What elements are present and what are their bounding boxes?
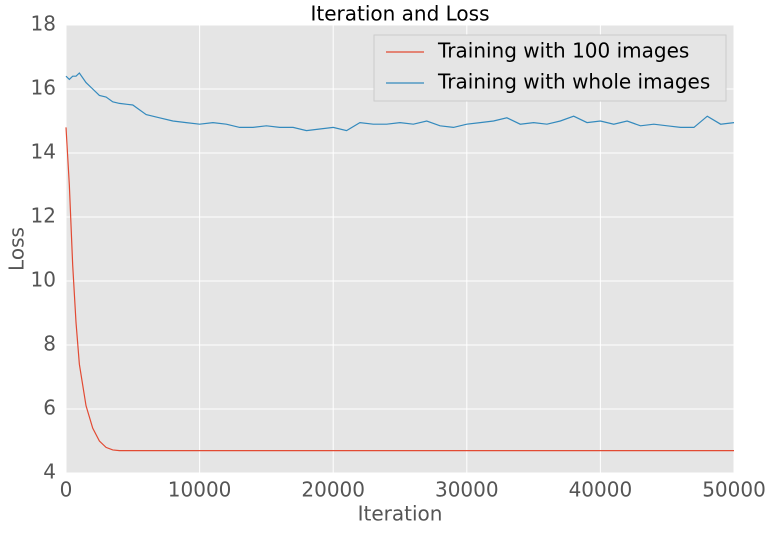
y-axis-label: Loss [5,227,29,271]
x-tick-label: 50000 [702,478,766,502]
x-tick-label: 40000 [569,478,633,502]
x-tick-label: 0 [60,478,73,502]
legend-label: Training with 100 images [437,39,689,63]
y-tick-label: 16 [31,76,56,100]
y-tick-label: 10 [31,268,56,292]
x-axis-label: Iteration [358,502,443,526]
line-series [65,127,734,452]
y-tick-label: 6 [43,396,56,420]
y-tick-label: 12 [31,204,56,228]
chart-title: Iteration and Loss [310,2,489,26]
x-tick-label: 30000 [435,478,499,502]
y-tick-label: 14 [31,140,56,164]
y-tick-label: 8 [43,332,56,356]
legend-box [373,34,727,102]
legend-label: Training with whole images [437,70,710,94]
y-tick-label: 18 [31,12,56,36]
x-tick-label: 20000 [301,478,365,502]
y-tick-label: 4 [43,460,56,484]
x-tick-label: 10000 [168,478,232,502]
line-series [65,72,735,132]
